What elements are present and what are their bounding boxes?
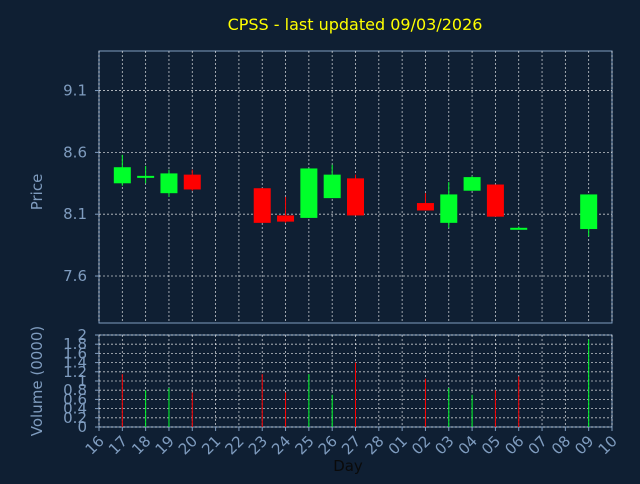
candle	[277, 196, 295, 223]
price-y-tick-label: 7.6	[63, 267, 87, 285]
candle-body	[183, 174, 201, 190]
volume-bars	[121, 339, 590, 427]
volume-y-tick-label: 0.6	[63, 390, 87, 408]
candle	[160, 169, 178, 197]
candle-body	[440, 194, 458, 223]
volume-y-tick-label: 0.2	[63, 409, 87, 427]
candle	[113, 154, 131, 186]
price-y-tick-label: 9.1	[63, 82, 87, 100]
volume-y-tick-label: 1.8	[63, 335, 87, 353]
candle-body	[416, 203, 434, 211]
candle-body	[463, 177, 481, 191]
candle-body	[323, 174, 341, 199]
price-y-tick-label: 8.6	[63, 143, 87, 161]
candle	[510, 226, 528, 230]
chart-title: CPSS - last updated 09/03/2026	[228, 15, 483, 34]
candle	[300, 168, 318, 218]
candle-body	[160, 173, 178, 194]
candle-body	[580, 194, 598, 230]
candle	[486, 184, 504, 217]
volume-y-tick-label: 2	[77, 326, 87, 344]
price-y-label: Price	[28, 174, 46, 211]
volume-y-tick-label: 0	[77, 418, 87, 436]
volume-y-ticks: 00.20.40.60.811.21.41.61.82	[63, 326, 99, 436]
volume-y-tick-label: 1	[77, 372, 87, 390]
volume-y-tick-label: 0.8	[63, 381, 87, 399]
candle-body	[277, 215, 295, 222]
candle	[440, 182, 458, 228]
candle-body	[253, 188, 271, 223]
candle	[416, 193, 434, 211]
candle	[253, 188, 271, 223]
candle-body	[137, 175, 155, 178]
price-candles	[113, 154, 598, 237]
volume-y-label: Volume (0000)	[28, 326, 46, 436]
volume-y-tick-label: 1.4	[63, 354, 87, 372]
volume-y-tick-label: 1.2	[63, 363, 87, 381]
candle-body	[510, 227, 528, 230]
price-y-ticks: 7.6 8.1 8.6 9.1	[63, 82, 99, 285]
price-panel: 7.6 8.1 8.6 9.1 Price	[28, 50, 613, 324]
candle	[347, 174, 364, 216]
candle	[323, 164, 341, 199]
price-y-tick-label: 8.1	[63, 205, 87, 223]
candle	[463, 175, 481, 191]
candle-body	[486, 184, 504, 217]
candle	[580, 194, 598, 237]
x-axis-label: Day	[333, 457, 363, 475]
candle-body	[300, 168, 318, 218]
volume-y-tick-label: 0.4	[63, 400, 87, 418]
candle	[183, 169, 201, 191]
candle-body	[113, 167, 131, 184]
candle-body	[347, 178, 364, 216]
candle	[137, 165, 155, 184]
volume-y-tick-label: 1.6	[63, 344, 87, 362]
